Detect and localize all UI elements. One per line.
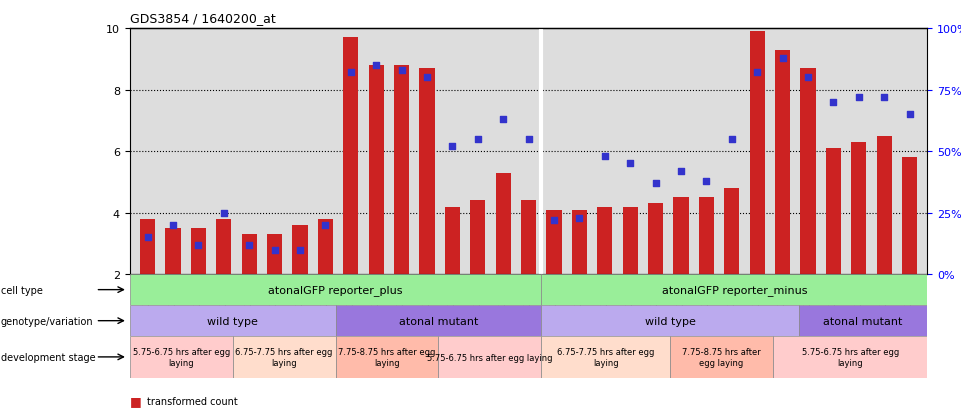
Point: [825, 99, 841, 106]
Text: 5.75-6.75 hrs after egg
laying: 5.75-6.75 hrs after egg laying: [133, 348, 230, 367]
Point: [241, 242, 257, 249]
Text: 7.75-8.75 hrs after egg
laying: 7.75-8.75 hrs after egg laying: [338, 348, 435, 367]
Text: genotype/variation: genotype/variation: [1, 316, 93, 326]
Bar: [851, 142, 867, 275]
Text: 5.75-6.75 hrs after egg laying: 5.75-6.75 hrs after egg laying: [428, 353, 553, 362]
Bar: [335, 306, 541, 337]
Point: [876, 95, 892, 101]
Point: [648, 180, 663, 187]
Point: [674, 168, 689, 175]
Point: [623, 161, 638, 167]
Bar: [267, 235, 283, 275]
Bar: [233, 337, 335, 378]
Point: [419, 75, 434, 81]
Bar: [775, 50, 790, 275]
Bar: [394, 66, 409, 275]
Bar: [773, 337, 927, 378]
Bar: [541, 275, 927, 306]
Bar: [725, 189, 739, 275]
Text: ■: ■: [130, 411, 141, 413]
Point: [368, 62, 383, 69]
Bar: [190, 228, 206, 275]
Bar: [318, 219, 333, 275]
Point: [801, 75, 816, 81]
Point: [724, 136, 739, 143]
Bar: [521, 201, 536, 275]
Bar: [699, 198, 714, 275]
Text: percentile rank within the sample: percentile rank within the sample: [147, 412, 312, 413]
Text: 5.75-6.75 hrs after egg
laying: 5.75-6.75 hrs after egg laying: [801, 348, 899, 367]
Text: wild type: wild type: [645, 316, 696, 326]
Bar: [801, 69, 816, 275]
Bar: [130, 337, 233, 378]
Text: GDS3854 / 1640200_at: GDS3854 / 1640200_at: [130, 12, 276, 25]
Bar: [750, 32, 765, 275]
Point: [318, 222, 333, 229]
Bar: [241, 235, 257, 275]
Point: [750, 70, 765, 76]
Point: [901, 112, 917, 118]
Text: transformed count: transformed count: [147, 396, 237, 406]
Bar: [470, 201, 485, 275]
Bar: [496, 173, 510, 275]
Point: [267, 247, 283, 253]
Point: [699, 178, 714, 185]
Point: [521, 136, 536, 143]
Point: [140, 235, 156, 241]
Bar: [876, 136, 892, 275]
Bar: [597, 207, 612, 275]
Point: [292, 247, 308, 253]
Text: 7.75-8.75 hrs after
egg laying: 7.75-8.75 hrs after egg laying: [682, 348, 761, 367]
Text: atonalGFP reporter_minus: atonalGFP reporter_minus: [661, 285, 807, 296]
Bar: [902, 158, 917, 275]
Bar: [335, 337, 438, 378]
Bar: [343, 38, 358, 275]
Point: [546, 217, 561, 224]
Bar: [572, 210, 587, 275]
Point: [572, 215, 587, 221]
Bar: [165, 228, 181, 275]
Text: cell type: cell type: [1, 285, 43, 295]
Point: [597, 153, 612, 160]
Bar: [623, 207, 638, 275]
Point: [445, 144, 460, 150]
Point: [496, 116, 511, 123]
Bar: [130, 306, 335, 337]
Point: [394, 67, 409, 74]
Text: ■: ■: [130, 394, 141, 407]
Text: atonal mutant: atonal mutant: [824, 316, 902, 326]
Bar: [674, 198, 689, 275]
Bar: [445, 207, 460, 275]
Text: 6.75-7.75 hrs after egg
laying: 6.75-7.75 hrs after egg laying: [235, 348, 333, 367]
Bar: [438, 337, 541, 378]
Point: [775, 55, 790, 62]
Text: 6.75-7.75 hrs after egg
laying: 6.75-7.75 hrs after egg laying: [557, 348, 654, 367]
Bar: [541, 337, 670, 378]
Bar: [648, 204, 663, 275]
Point: [470, 136, 485, 143]
Bar: [541, 306, 799, 337]
Text: atonalGFP reporter_plus: atonalGFP reporter_plus: [268, 285, 403, 296]
Bar: [292, 225, 308, 275]
Point: [216, 210, 232, 216]
Bar: [547, 210, 561, 275]
Bar: [799, 306, 927, 337]
Point: [165, 222, 181, 229]
Point: [851, 95, 867, 101]
Text: atonal mutant: atonal mutant: [399, 316, 479, 326]
Bar: [130, 275, 541, 306]
Bar: [216, 219, 232, 275]
Bar: [419, 69, 434, 275]
Text: wild type: wild type: [208, 316, 259, 326]
Bar: [140, 219, 155, 275]
Bar: [368, 66, 383, 275]
Point: [190, 242, 206, 249]
Bar: [670, 337, 773, 378]
Bar: [825, 149, 841, 275]
Point: [343, 70, 358, 76]
Text: development stage: development stage: [1, 352, 95, 362]
